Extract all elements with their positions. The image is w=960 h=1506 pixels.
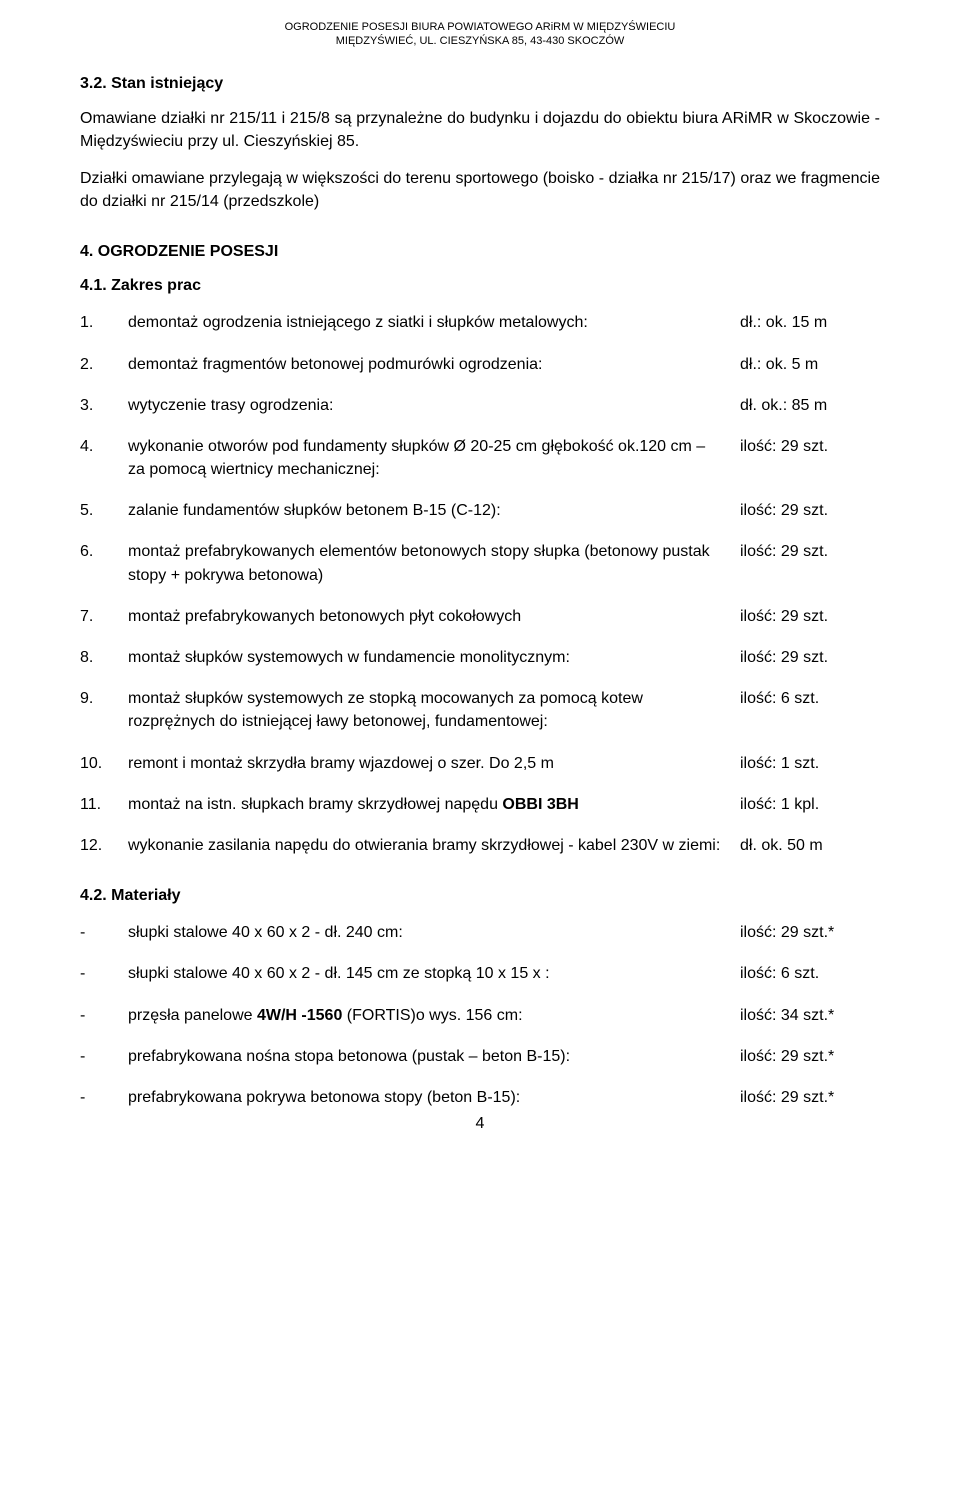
list-item: - przęsła panelowe 4W/H -1560 (FORTIS)o …: [80, 1004, 880, 1027]
dash-icon: -: [80, 962, 128, 985]
list-item: 1. demontaż ogrodzenia istniejącego z si…: [80, 311, 880, 334]
item-value: dł. ok. 50 m: [740, 834, 880, 857]
item-desc: zalanie fundamentów słupków betonem B-15…: [128, 499, 740, 522]
page-number: 4: [80, 1115, 880, 1133]
list-item: 12. wykonanie zasilania napędu do otwier…: [80, 834, 880, 857]
item-number: 5.: [80, 499, 128, 522]
item-desc: montaż na istn. słupkach bramy skrzydłow…: [128, 793, 740, 816]
item-value: ilość: 6 szt.: [740, 687, 880, 710]
item-value: ilość: 29 szt.*: [740, 1045, 880, 1068]
list-item: 5. zalanie fundamentów słupków betonem B…: [80, 499, 880, 522]
dash-icon: -: [80, 1045, 128, 1068]
materials-list: - słupki stalowe 40 x 60 x 2 - dł. 240 c…: [80, 921, 880, 1109]
item-desc-pre: prefabrykowana pokrywa betonowa stopy (b…: [128, 1089, 520, 1106]
list-item: 10. remont i montaż skrzydła bramy wjazd…: [80, 752, 880, 775]
item-number: 7.: [80, 605, 128, 628]
item-desc: prefabrykowana nośna stopa betonowa (pus…: [128, 1045, 740, 1068]
item-desc: montaż słupków systemowych w fundamencie…: [128, 646, 740, 669]
item-value: ilość: 29 szt.: [740, 605, 880, 628]
item-number: 1.: [80, 311, 128, 334]
list-item: 3. wytyczenie trasy ogrodzenia: dł. ok.:…: [80, 394, 880, 417]
item-value: dł.: ok. 15 m: [740, 311, 880, 334]
heading-4-1: 4.1. Zakres prac: [80, 277, 880, 295]
list-item: 7. montaż prefabrykowanych betonowych pł…: [80, 605, 880, 628]
item-desc: słupki stalowe 40 x 60 x 2 - dł. 240 cm:: [128, 921, 740, 944]
paragraph-3-2-2: Działki omawiane przylegają w większości…: [80, 167, 880, 213]
item-desc: przęsła panelowe 4W/H -1560 (FORTIS)o wy…: [128, 1004, 740, 1027]
list-item: - słupki stalowe 40 x 60 x 2 - dł. 145 c…: [80, 962, 880, 985]
dash-icon: -: [80, 1004, 128, 1027]
item-desc: montaż prefabrykowanych betonowych płyt …: [128, 605, 740, 628]
item-number: 10.: [80, 752, 128, 775]
item-value: ilość: 1 szt.: [740, 752, 880, 775]
item-value: ilość: 1 kpl.: [740, 793, 880, 816]
list-item: 11. montaż na istn. słupkach bramy skrzy…: [80, 793, 880, 816]
heading-4-2: 4.2. Materiały: [80, 887, 880, 905]
item-desc-pre: montaż na istn. słupkach bramy skrzydłow…: [128, 796, 502, 813]
scope-list: 1. demontaż ogrodzenia istniejącego z si…: [80, 311, 880, 857]
list-item: - prefabrykowana pokrywa betonowa stopy …: [80, 1086, 880, 1109]
dash-icon: -: [80, 1086, 128, 1109]
item-number: 2.: [80, 353, 128, 376]
item-desc-pre: prefabrykowana nośna stopa betonowa (pus…: [128, 1048, 570, 1065]
item-desc: słupki stalowe 40 x 60 x 2 - dł. 145 cm …: [128, 962, 740, 985]
item-desc: wytyczenie trasy ogrodzenia:: [128, 394, 740, 417]
paragraph-3-2-1: Omawiane działki nr 215/11 i 215/8 są pr…: [80, 107, 880, 153]
item-value: ilość: 29 szt.: [740, 540, 880, 563]
item-desc: remont i montaż skrzydła bramy wjazdowej…: [128, 752, 740, 775]
item-desc-bold: 4W/H -1560: [257, 1007, 342, 1024]
item-value: ilość: 29 szt.*: [740, 1086, 880, 1109]
list-item: - prefabrykowana nośna stopa betonowa (p…: [80, 1045, 880, 1068]
heading-3-2: 3.2. Stan istniejący: [80, 75, 880, 93]
item-number: 9.: [80, 687, 128, 710]
list-item: 6. montaż prefabrykowanych elementów bet…: [80, 540, 880, 586]
item-desc: wykonanie zasilania napędu do otwierania…: [128, 834, 740, 857]
item-number: 12.: [80, 834, 128, 857]
list-item: 4. wykonanie otworów pod fundamenty słup…: [80, 435, 880, 481]
item-number: 8.: [80, 646, 128, 669]
item-desc: montaż prefabrykowanych elementów betono…: [128, 540, 740, 586]
item-number: 3.: [80, 394, 128, 417]
item-number: 6.: [80, 540, 128, 563]
item-desc: demontaż ogrodzenia istniejącego z siatk…: [128, 311, 740, 334]
item-desc-pre: przęsła panelowe: [128, 1007, 257, 1024]
item-value: ilość: 29 szt.: [740, 435, 880, 458]
item-number: 11.: [80, 793, 128, 816]
page-header: OGRODZENIE POSESJI BIURA POWIATOWEGO ARi…: [80, 20, 880, 49]
header-line-1: OGRODZENIE POSESJI BIURA POWIATOWEGO ARi…: [80, 20, 880, 34]
item-desc: demontaż fragmentów betonowej podmurówki…: [128, 353, 740, 376]
item-desc: prefabrykowana pokrywa betonowa stopy (b…: [128, 1086, 740, 1109]
item-value: dł. ok.: 85 m: [740, 394, 880, 417]
item-number: 4.: [80, 435, 128, 458]
item-desc-pre: słupki stalowe 40 x 60 x 2 - dł. 240 cm:: [128, 924, 403, 941]
item-value: ilość: 6 szt.: [740, 962, 880, 985]
item-desc-pre: słupki stalowe 40 x 60 x 2 - dł. 145 cm …: [128, 965, 550, 982]
header-line-2: MIĘDZYŚWIEĆ, UL. CIESZYŃSKA 85, 43-430 S…: [80, 34, 880, 48]
item-value: ilość: 34 szt.*: [740, 1004, 880, 1027]
item-desc-bold: OBBI 3BH: [502, 796, 578, 813]
document-page: OGRODZENIE POSESJI BIURA POWIATOWEGO ARi…: [0, 0, 960, 1163]
list-item: 8. montaż słupków systemowych w fundamen…: [80, 646, 880, 669]
item-value: ilość: 29 szt.: [740, 499, 880, 522]
item-desc: montaż słupków systemowych ze stopką moc…: [128, 687, 740, 733]
item-desc: wykonanie otworów pod fundamenty słupków…: [128, 435, 740, 481]
list-item: 2. demontaż fragmentów betonowej podmuró…: [80, 353, 880, 376]
dash-icon: -: [80, 921, 128, 944]
item-desc-post: (FORTIS)o wys. 156 cm:: [342, 1007, 522, 1024]
heading-4: 4. OGRODZENIE POSESJI: [80, 243, 880, 261]
item-value: dł.: ok. 5 m: [740, 353, 880, 376]
list-item: - słupki stalowe 40 x 60 x 2 - dł. 240 c…: [80, 921, 880, 944]
item-value: ilość: 29 szt.: [740, 646, 880, 669]
list-item: 9. montaż słupków systemowych ze stopką …: [80, 687, 880, 733]
item-value: ilość: 29 szt.*: [740, 921, 880, 944]
